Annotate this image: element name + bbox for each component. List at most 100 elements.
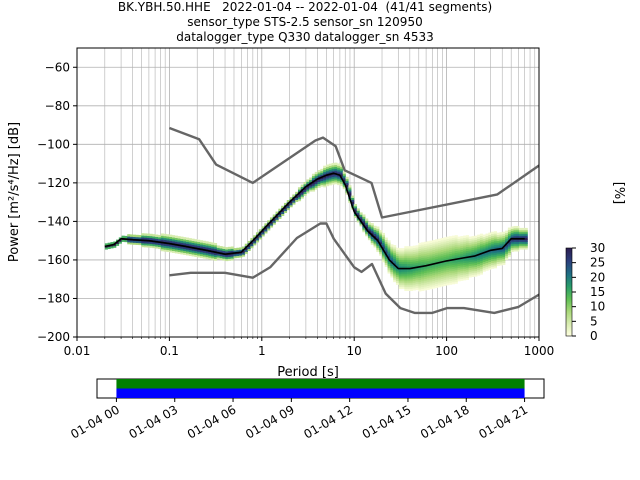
histogram-cell xyxy=(398,255,402,259)
histogram-cell xyxy=(443,243,447,246)
histogram-cell xyxy=(510,241,514,245)
histogram-cell xyxy=(337,182,341,186)
histogram-cell xyxy=(239,253,243,256)
histogram-cell xyxy=(479,260,483,264)
histogram-cell xyxy=(496,261,500,264)
histogram-cell xyxy=(393,268,397,271)
histogram-cell xyxy=(351,199,355,202)
histogram-cell xyxy=(194,248,198,252)
histogram-cell xyxy=(373,235,377,238)
histogram-cell xyxy=(121,239,125,242)
histogram-cell xyxy=(493,250,497,253)
histogram-cell xyxy=(267,226,271,229)
histogram-cell xyxy=(208,247,212,251)
histogram-cell xyxy=(432,278,436,281)
histogram-cell xyxy=(311,181,316,184)
histogram-cell xyxy=(463,237,467,240)
histogram-cell xyxy=(493,256,497,259)
histogram-cell xyxy=(409,282,414,286)
histogram-cell xyxy=(443,281,447,285)
histogram-cell xyxy=(513,241,517,244)
histogram-cell xyxy=(454,256,458,259)
histogram-cell xyxy=(426,277,430,281)
histogram-cell xyxy=(146,237,150,240)
histogram-cell xyxy=(521,227,525,231)
histogram-cell xyxy=(345,184,349,187)
histogram-cell xyxy=(443,252,447,256)
histogram-cell xyxy=(264,229,268,232)
histogram-cell xyxy=(421,242,425,245)
histogram-cell xyxy=(239,247,243,250)
histogram-cell xyxy=(138,236,142,240)
histogram-cell xyxy=(451,260,456,264)
histogram-cell xyxy=(409,257,414,261)
histogram-cell xyxy=(502,235,506,238)
histogram-cell xyxy=(401,251,405,255)
histogram-cell xyxy=(337,176,341,180)
histogram-cell xyxy=(499,253,503,256)
histogram-cell xyxy=(409,273,414,276)
histogram-cell xyxy=(130,236,134,239)
histogram-cell xyxy=(485,264,489,267)
histogram-cell xyxy=(493,254,497,257)
histogram-cell xyxy=(437,257,442,261)
histogram-cell xyxy=(421,259,425,263)
histogram-cell xyxy=(465,254,470,257)
histogram-cell xyxy=(395,259,400,262)
histogram-cell xyxy=(510,232,514,235)
histogram-cell xyxy=(435,268,439,271)
histogram-cell xyxy=(404,284,408,288)
histogram-cell xyxy=(513,243,517,246)
histogram-cell xyxy=(185,251,190,254)
histogram-cell xyxy=(409,275,414,278)
histogram-cell xyxy=(297,198,302,202)
histogram-cell xyxy=(390,251,394,255)
histogram-cell xyxy=(169,236,173,239)
histogram-cell xyxy=(219,246,223,249)
histogram-cell xyxy=(485,262,489,265)
histogram-cell xyxy=(446,238,450,241)
histogram-cell xyxy=(426,254,430,258)
histogram-cell xyxy=(463,272,467,275)
histogram-cell xyxy=(135,242,139,245)
histogram-cell xyxy=(426,260,430,263)
histogram-cell xyxy=(488,267,492,270)
histogram-cell xyxy=(471,272,475,276)
histogram-cell xyxy=(443,271,447,275)
histogram-cell xyxy=(519,239,523,242)
histogram-cell xyxy=(216,247,220,250)
histogram-cell xyxy=(421,253,425,257)
histogram-cell xyxy=(253,241,257,244)
timeline-tick-label: 01-04 15 xyxy=(360,402,414,441)
histogram-cell xyxy=(390,275,394,278)
histogram-cell xyxy=(477,244,481,247)
histogram-cell xyxy=(435,245,439,248)
title-line-1: BK.YBH.50.HHE 2022-01-04 -- 2022-01-04 (… xyxy=(117,0,493,14)
histogram-cell xyxy=(247,244,251,248)
histogram-cell xyxy=(488,261,492,264)
histogram-cell xyxy=(216,255,220,258)
histogram-cell xyxy=(485,247,489,250)
histogram-cell xyxy=(163,237,167,241)
histogram-cell xyxy=(423,261,428,264)
histogram-cell xyxy=(379,235,383,239)
histogram-cell xyxy=(185,253,190,256)
histogram-cell xyxy=(348,200,352,204)
histogram-cell xyxy=(426,270,430,273)
histogram-cell xyxy=(194,254,198,257)
histogram-cell xyxy=(454,250,458,253)
histogram-cell xyxy=(281,205,285,209)
histogram-cell xyxy=(412,284,416,287)
histogram-cell xyxy=(222,258,226,261)
histogram-cell xyxy=(412,274,416,277)
histogram-cell xyxy=(367,237,372,241)
histogram-cell xyxy=(499,259,503,262)
histogram-cell xyxy=(409,263,414,266)
histogram-cell xyxy=(432,270,436,274)
histogram-cell xyxy=(493,258,497,261)
histogram-cell xyxy=(166,234,170,237)
histogram-cell xyxy=(393,270,397,273)
histogram-cell xyxy=(393,248,397,252)
histogram-cell xyxy=(395,272,400,276)
histogram-cell xyxy=(440,245,444,249)
